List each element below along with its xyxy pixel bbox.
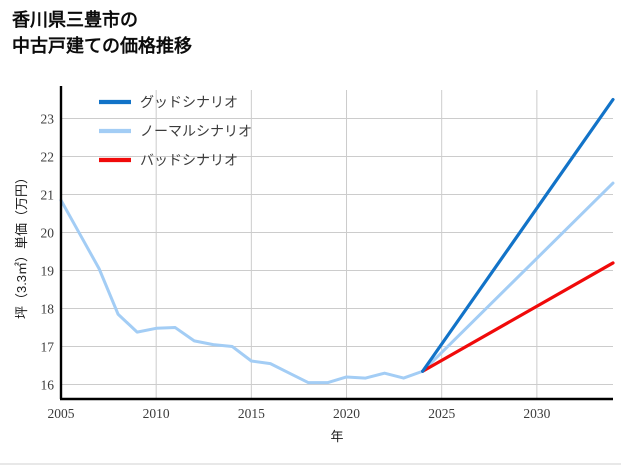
y-tick-label: 18 (41, 302, 55, 317)
series-line-bad (421, 261, 615, 373)
y-tick-label: 21 (41, 188, 55, 203)
legend-label: バッドシナリオ (140, 154, 238, 169)
x-tick-label: 2005 (48, 406, 75, 421)
series-line-good (421, 97, 615, 373)
x-tick-label: 2025 (428, 406, 455, 421)
chart-title: 香川県三豊市の 中古戸建ての価格推移 (12, 10, 192, 56)
series-line-normal (59, 181, 615, 385)
x-tick-label: 2030 (523, 406, 550, 421)
x-tick-label: 2020 (333, 406, 360, 421)
y-tick-label: 17 (41, 340, 55, 355)
axis-spines (59, 86, 613, 401)
legend-label: グッドシナリオ (140, 95, 238, 111)
x-tick-label: 2010 (143, 406, 170, 421)
y-tick-label: 20 (41, 226, 55, 241)
x-tick-label: 2015 (238, 406, 265, 421)
y-axis-title: 坪（3.3㎡）単価（万円） (14, 171, 29, 319)
x-axis-tick-labels: 2005 2010 2015 2020 2025 2030 (48, 406, 551, 421)
y-tick-label: 23 (41, 112, 55, 127)
legend-label: ノーマルシナリオ (140, 125, 252, 140)
y-tick-label: 16 (41, 378, 55, 393)
x-axis-title: 年 (330, 429, 343, 444)
data-series-lines (59, 97, 615, 385)
y-tick-label: 19 (41, 264, 55, 279)
y-axis-tick-labels: 16 17 18 19 20 21 22 23 (41, 112, 55, 393)
y-tick-label: 22 (41, 150, 55, 165)
gridlines (60, 90, 613, 399)
